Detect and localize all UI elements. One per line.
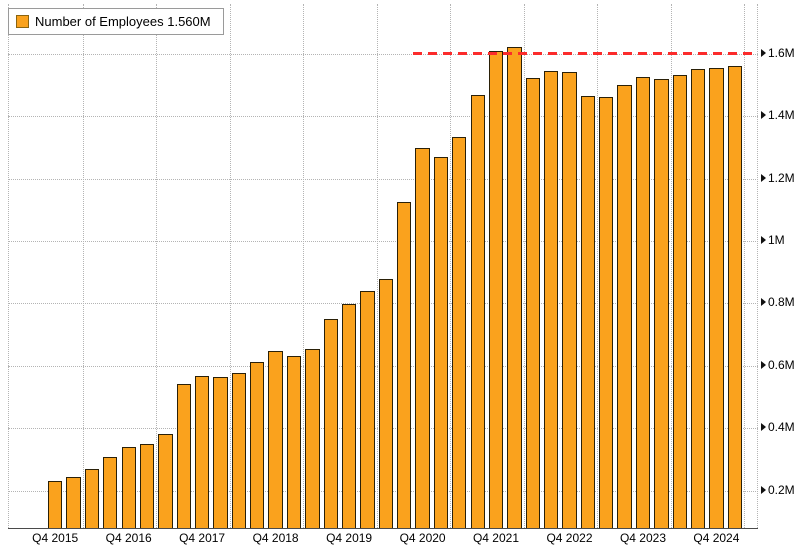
x-tick-Q4-2015: Q4 2015 bbox=[32, 531, 79, 545]
gridline-v-7 bbox=[450, 4, 452, 528]
bar-Q1-2019 bbox=[286, 356, 302, 528]
y-tick-label: 0.2M bbox=[768, 482, 795, 497]
gridline-v-1 bbox=[757, 4, 758, 528]
y-tick-1.2M: 1.2M bbox=[761, 171, 795, 185]
bar-Q2-2017 bbox=[158, 433, 173, 528]
bar-Q1-2024 bbox=[654, 78, 669, 528]
reference-line-1.6m bbox=[413, 52, 758, 56]
bar-Q3-2022 bbox=[543, 71, 559, 528]
gridline-v-8 bbox=[523, 4, 525, 528]
bar-Q1-2017 bbox=[139, 443, 155, 528]
bar-Q4-2015 bbox=[48, 480, 63, 528]
bar-Q1-2022 bbox=[507, 47, 522, 528]
x-tick-Q4-2024: Q4 2024 bbox=[693, 531, 740, 545]
y-tick-arrow-icon bbox=[761, 360, 766, 369]
bar-Q3-2019 bbox=[323, 319, 338, 528]
gridline-v-9 bbox=[597, 4, 599, 528]
gridline-v-2 bbox=[82, 4, 84, 528]
y-tick-0.2M: 0.2M bbox=[761, 483, 795, 497]
gridline-v-0 bbox=[8, 4, 9, 528]
y-tick-label: 0.8M bbox=[768, 295, 795, 310]
x-tick-Q4-2022: Q4 2022 bbox=[546, 531, 593, 545]
bar-Q1-2025 bbox=[727, 66, 742, 528]
bar-Q4-2019 bbox=[341, 304, 357, 528]
bar-Q2-2024 bbox=[672, 75, 687, 528]
x-tick-Q4-2020: Q4 2020 bbox=[399, 531, 446, 545]
gridline-v-3 bbox=[156, 4, 158, 528]
bar-Q3-2023 bbox=[617, 85, 632, 528]
bar-Q1-2018 bbox=[213, 377, 228, 528]
gridline-h-1.4M bbox=[8, 116, 758, 118]
bar-Q1-2020 bbox=[360, 291, 375, 528]
gridline-h-1.6M bbox=[8, 53, 758, 55]
gridline-v-4 bbox=[229, 4, 231, 528]
bar-Q3-2020 bbox=[397, 202, 412, 528]
y-tick-1.4M: 1.4M bbox=[761, 108, 795, 122]
x-tick-Q4-2016: Q4 2016 bbox=[105, 531, 152, 545]
bar-Q1-2016 bbox=[66, 476, 81, 528]
bar-Q4-2022 bbox=[562, 72, 577, 528]
bar-Q2-2016 bbox=[84, 469, 100, 528]
x-tick-Q4-2021: Q4 2021 bbox=[472, 531, 520, 545]
gridline-v-6 bbox=[376, 4, 378, 528]
legend-label: Number of Employees 1.560M bbox=[35, 14, 211, 29]
legend-swatch-icon bbox=[16, 15, 29, 28]
y-tick-label: 1.6M bbox=[768, 45, 795, 60]
bar-Q1-2021 bbox=[433, 156, 449, 528]
y-tick-1.6M: 1.6M bbox=[761, 46, 795, 60]
x-tick-Q4-2018: Q4 2018 bbox=[252, 531, 299, 545]
gridline-v-11 bbox=[744, 4, 745, 528]
x-tick-Q4-2017: Q4 2017 bbox=[179, 531, 226, 545]
bar-Q3-2016 bbox=[103, 457, 118, 528]
bar-Q3-2017 bbox=[176, 383, 191, 528]
y-tick-label: 1.2M bbox=[768, 170, 795, 185]
bar-Q2-2022 bbox=[525, 77, 540, 528]
y-tick-arrow-icon bbox=[761, 173, 766, 182]
y-tick-label: 0.4M bbox=[768, 420, 795, 435]
y-tick-0.6M: 0.6M bbox=[761, 358, 795, 372]
bar-Q3-2018 bbox=[250, 361, 265, 528]
bar-Q4-2017 bbox=[194, 376, 210, 528]
bar-Q4-2023 bbox=[635, 77, 651, 528]
y-tick-arrow-icon bbox=[761, 423, 766, 432]
y-tick-0.8M: 0.8M bbox=[761, 295, 795, 309]
y-tick-label: 0.6M bbox=[768, 357, 795, 372]
gridline-h-1M bbox=[8, 241, 758, 242]
bar-Q4-2024 bbox=[709, 67, 724, 528]
bar-Q2-2019 bbox=[305, 349, 320, 528]
bar-Q2-2018 bbox=[231, 373, 247, 528]
y-tick-arrow-icon bbox=[761, 298, 766, 307]
y-tick-0.4M: 0.4M bbox=[761, 420, 795, 434]
gridline-h-1.2M bbox=[8, 178, 758, 180]
bar-Q2-2023 bbox=[599, 97, 614, 528]
y-tick-arrow-icon bbox=[761, 111, 766, 120]
plot-area bbox=[8, 4, 758, 529]
bar-Q3-2021 bbox=[470, 95, 485, 528]
y-tick-label: 1M bbox=[768, 233, 785, 247]
bar-Q4-2016 bbox=[121, 446, 136, 528]
y-tick-arrow-icon bbox=[761, 48, 766, 57]
legend: Number of Employees 1.560M bbox=[8, 8, 224, 35]
x-tick-Q4-2019: Q4 2019 bbox=[326, 531, 373, 545]
bar-Q2-2021 bbox=[452, 136, 467, 528]
y-tick-arrow-icon bbox=[761, 236, 766, 244]
bar-Q4-2020 bbox=[415, 148, 430, 528]
gridline-v-10 bbox=[670, 4, 672, 528]
y-tick-label: 1.4M bbox=[768, 108, 795, 123]
bar-Q3-2024 bbox=[690, 69, 706, 528]
y-tick-arrow-icon bbox=[761, 485, 766, 494]
bar-Q4-2018 bbox=[268, 350, 283, 528]
y-tick-1M: 1M bbox=[761, 233, 785, 247]
x-tick-Q4-2023: Q4 2023 bbox=[619, 531, 667, 545]
bar-Q4-2021 bbox=[488, 51, 504, 528]
gridline-v-5 bbox=[303, 4, 305, 528]
bar-Q2-2020 bbox=[378, 279, 393, 528]
bar-Q1-2023 bbox=[580, 96, 596, 528]
